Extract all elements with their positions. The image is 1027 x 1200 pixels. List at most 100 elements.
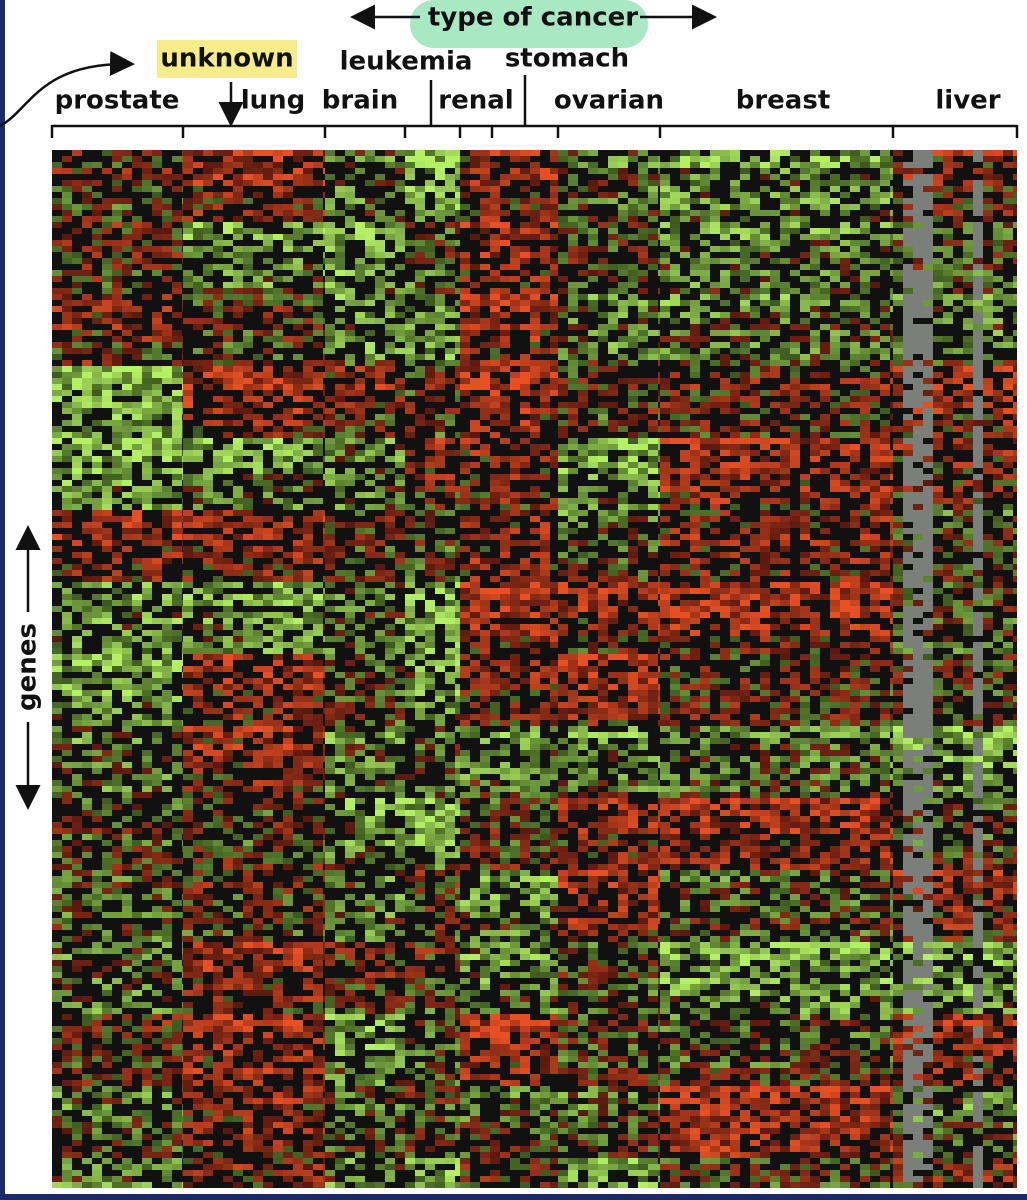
heatmap-cell [273,342,283,348]
heatmap-cell [345,222,355,228]
heatmap-cell [233,894,243,900]
heatmap-cell [273,522,283,528]
heatmap-cell [460,762,470,768]
heatmap-cell [243,696,253,702]
heatmap-cell [490,216,500,222]
heatmap-cell [92,1080,102,1086]
heatmap-cell [233,378,243,384]
heatmap-cell [233,198,243,204]
heatmap-cell [172,858,182,864]
heatmap-cell [293,804,303,810]
heatmap-cell [243,408,253,414]
heatmap-cell [355,678,365,684]
heatmap-cell [335,738,345,744]
heatmap-cell [425,504,435,510]
heatmap-cell [203,894,213,900]
heatmap-cell [203,702,213,708]
heatmap-cell [365,720,375,726]
heatmap-cell [182,570,183,576]
heatmap-cell [182,558,183,564]
heatmap-cell [233,372,243,378]
heatmap-cell [435,1044,445,1050]
heatmap-cell [435,888,445,894]
heatmap-cell [490,672,500,678]
heatmap-cell [233,744,243,750]
heatmap-cell [243,174,253,180]
heatmap-cell [92,162,102,168]
heatmap-cell [223,288,233,294]
heatmap-cell [172,444,182,450]
heatmap-cell [183,294,193,300]
heatmap-cell [52,762,62,768]
heatmap-cell [213,750,223,756]
heatmap-cell [375,486,385,492]
heatmap-cell [435,732,445,738]
heatmap-cell [455,216,460,222]
heatmap-cell [72,444,82,450]
heatmap-cell [405,336,415,342]
heatmap-cell [52,246,62,252]
heatmap-cell [142,702,152,708]
heatmap-cell [415,954,425,960]
heatmap-cell [142,822,152,828]
heatmap-cell [313,1176,323,1182]
heatmap-cell [82,270,92,276]
heatmap-cell [313,1098,323,1104]
heatmap-cell [263,168,273,174]
heatmap-cell [62,450,72,456]
heatmap-cell [445,336,455,342]
heatmap-cell [283,780,293,786]
heatmap-cell [325,1002,335,1008]
heatmap-cell [203,600,213,606]
heatmap-cell [345,504,355,510]
heatmap-cell [355,1128,365,1134]
heatmap-cell [480,504,490,510]
heatmap-cell [283,1140,293,1146]
heatmap-cell [460,996,470,1002]
heatmap-cell [273,1122,283,1128]
heatmap-cell [273,234,283,240]
heatmap-cell [112,414,122,420]
heatmap-cell [82,426,92,432]
heatmap-cell [435,258,445,264]
heatmap-cell [425,810,435,816]
heatmap-cell [445,198,455,204]
heatmap-cell [480,594,490,600]
heatmap-cell [323,690,325,696]
heatmap-cell [122,168,132,174]
heatmap-cell [323,816,325,822]
heatmap-cell [193,1032,203,1038]
heatmap-cell [355,384,365,390]
heatmap-cell [92,744,102,750]
heatmap-cell [102,858,112,864]
heatmap-cell [223,282,233,288]
heatmap-cell [435,210,445,216]
heatmap-cell [122,156,132,162]
heatmap-cell [243,870,253,876]
heatmap-cell [243,762,253,768]
heatmap-cell [323,228,325,234]
heatmap-cell [470,690,480,696]
heatmap-cell [263,276,273,282]
heatmap-cell [460,966,470,972]
heatmap-cell [325,210,335,216]
heatmap-cell [112,282,122,288]
heatmap-cell [293,396,303,402]
heatmap-cell [102,606,112,612]
heatmap-cell [335,390,345,396]
stomach-label: stomach [505,44,629,74]
heatmap-cell [415,714,425,720]
heatmap-cell [112,870,122,876]
heatmap-cell [112,1056,122,1062]
heatmap-cell [283,384,293,390]
heatmap-cell [152,660,162,666]
heatmap-cell [62,1182,72,1188]
heatmap-cell [325,156,335,162]
heatmap-cell [253,288,263,294]
heatmap-cell [385,222,395,228]
heatmap-cell [182,582,183,588]
heatmap-cell [385,342,395,348]
heatmap-cell [132,1056,142,1062]
heatmap-cell [345,768,355,774]
heatmap-cell [313,1080,323,1086]
